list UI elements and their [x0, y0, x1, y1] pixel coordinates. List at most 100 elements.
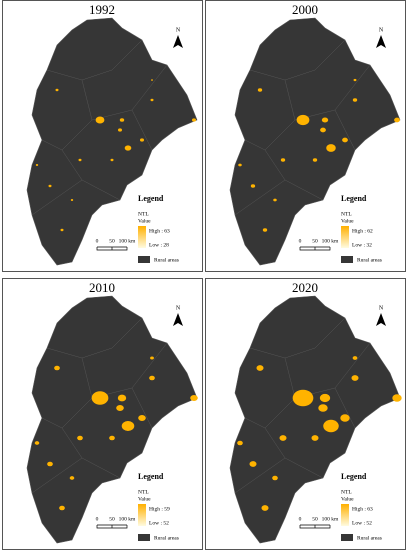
light-area — [121, 420, 135, 432]
scale-label: 0 — [96, 238, 99, 244]
legend-rural-swatch — [341, 256, 353, 263]
legend-low: Low : 52 — [149, 520, 169, 526]
legend-field: Value — [341, 496, 354, 502]
scale-label: 50 — [312, 238, 318, 244]
panel-frame — [205, 0, 406, 272]
north-label: N — [379, 27, 384, 33]
legend-field: Value — [341, 218, 354, 224]
region-borders — [234, 39, 371, 216]
light-area — [190, 394, 198, 402]
legend-field: Value — [138, 496, 151, 502]
scale-label: 50 — [109, 516, 115, 522]
north-arrow — [173, 313, 183, 326]
legend-gradient — [341, 504, 349, 526]
light-area — [110, 158, 114, 162]
legend-title: Legend — [341, 194, 367, 203]
light-area — [272, 475, 278, 481]
light-area — [342, 137, 348, 143]
legend-low: Low : 32 — [352, 242, 372, 248]
light-area — [320, 127, 326, 133]
legend-title: Legend — [341, 472, 367, 481]
light-area — [319, 393, 331, 403]
light-area — [323, 419, 339, 433]
legend-rural-swatch — [138, 256, 150, 263]
legend-layer: NTL — [341, 211, 352, 217]
north-arrow — [376, 35, 386, 48]
panel-frame — [2, 0, 203, 272]
scale-label: 0 — [96, 516, 99, 522]
scale-bar — [299, 524, 331, 529]
region-borders — [234, 317, 371, 494]
light-area — [311, 435, 319, 441]
scale-label: 0 — [299, 238, 302, 244]
legend-layer: NTL — [138, 211, 149, 217]
panel-title: 1992 — [89, 2, 115, 17]
region-borders — [31, 39, 168, 216]
light-area — [60, 228, 64, 232]
light-area — [95, 116, 105, 124]
panel-title: 2000 — [292, 2, 318, 17]
north-label: N — [176, 305, 181, 311]
north-arrow — [376, 313, 386, 326]
light-area — [59, 505, 65, 511]
light-area — [392, 394, 402, 402]
light-area — [326, 144, 336, 152]
legend-rural: Rural areas — [357, 257, 382, 263]
legend-high: High : 59 — [149, 506, 170, 512]
light-area — [69, 476, 75, 480]
region-shape — [229, 17, 401, 266]
light-area — [351, 375, 359, 381]
light-area — [54, 365, 60, 371]
scale-label: 100 km — [322, 238, 339, 244]
legend-low: Low : 28 — [149, 242, 169, 248]
light-area — [238, 163, 242, 167]
scale-label: 50 — [109, 238, 115, 244]
light-area — [109, 435, 115, 441]
legend-high: High : 63 — [352, 506, 373, 512]
light-area — [250, 184, 256, 188]
light-area — [138, 414, 146, 422]
region-shape — [26, 295, 198, 544]
legend-title: Legend — [138, 472, 164, 481]
scale-label: 0 — [299, 516, 302, 522]
scale-bar — [96, 246, 128, 251]
legend-rural: Rural areas — [154, 257, 179, 263]
region-shape — [26, 17, 198, 266]
legend-field: Value — [138, 218, 151, 224]
region-shape — [229, 295, 401, 544]
legend-gradient — [341, 226, 349, 248]
legend-gradient — [138, 226, 146, 248]
light-area — [48, 184, 52, 188]
light-area — [312, 158, 318, 162]
light-area — [55, 88, 59, 92]
scale-bar — [299, 246, 331, 251]
scale-bar — [96, 524, 128, 529]
light-area — [292, 389, 314, 407]
legend-high: High : 63 — [149, 228, 170, 234]
legend-layer: NTL — [341, 489, 352, 495]
panel-title: 2010 — [89, 280, 115, 295]
light-area — [280, 158, 286, 162]
legend-low: Low : 52 — [352, 520, 372, 526]
light-area — [249, 461, 257, 467]
light-area — [257, 88, 263, 92]
legend-layer: NTL — [138, 489, 149, 495]
legend-high: High : 62 — [352, 228, 373, 234]
panel-title: 2020 — [292, 280, 318, 295]
light-area — [352, 98, 358, 102]
light-area — [78, 158, 82, 162]
north-label: N — [379, 305, 384, 311]
region-borders — [31, 317, 168, 494]
legend-rural-swatch — [138, 534, 150, 541]
light-area — [192, 118, 196, 122]
light-area — [35, 164, 39, 166]
light-area — [261, 505, 269, 511]
light-area — [279, 435, 287, 441]
legend-rural-swatch — [341, 534, 353, 541]
north-arrow — [173, 35, 183, 48]
light-area — [47, 461, 53, 467]
light-area — [119, 118, 125, 122]
scale-label: 100 km — [119, 516, 136, 522]
